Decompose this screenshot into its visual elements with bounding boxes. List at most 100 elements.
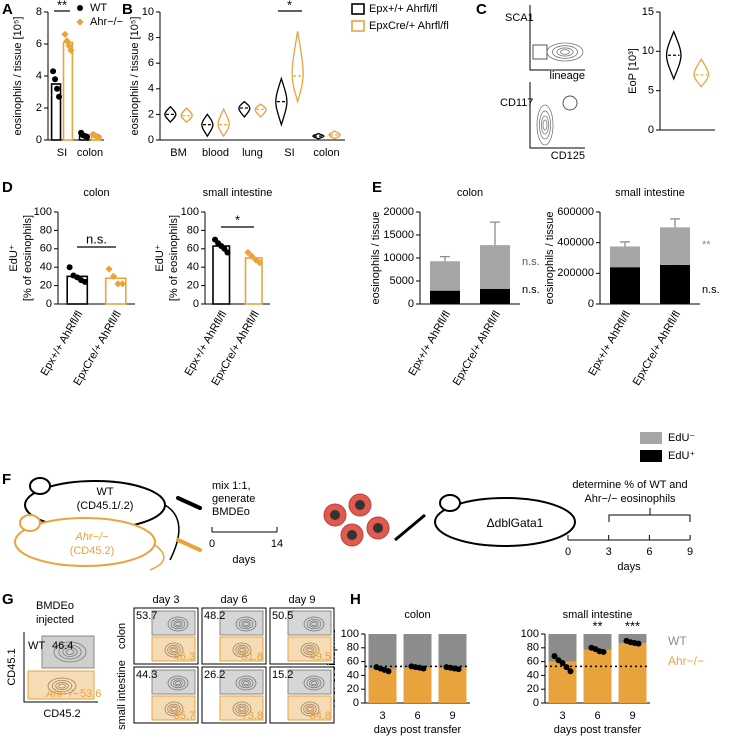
flow-axis-label: CD45.1 [6,648,18,685]
contour [311,621,317,627]
contour [169,705,179,713]
gate-value: 46.3 [174,651,195,663]
violin [328,130,341,140]
annotation: ** [592,618,602,633]
bone [176,538,202,552]
gate-value: 46.4 [52,640,73,652]
contour [303,644,317,656]
contour [300,701,320,717]
violin [693,57,710,88]
x-tick-label: BM [170,147,187,159]
bar-segment [430,290,460,304]
mouse [434,497,576,547]
data-point [56,93,63,100]
chart-title: colon [457,187,483,199]
timeline-tick-label: 9 [687,546,693,558]
contour [305,646,315,654]
contour [305,705,315,713]
x-tick-label: Epx+/+ AhRfl/fl [586,309,633,378]
x-tick-label: lung [242,147,263,159]
contour [303,703,317,715]
bar-segment [610,246,640,268]
x-tick-label: 3 [379,710,385,722]
contour [58,644,82,660]
contour [243,680,249,686]
y-tick-label: 100 [34,206,52,218]
y-tick-label: 600000 [557,206,594,218]
y-tick-label: 20 [187,280,199,292]
y-tick-label: 0 [588,298,594,310]
contour [175,621,181,627]
annotation: * [287,0,292,12]
y-tick-label: 0 [36,134,42,146]
x-tick-label: colon [77,147,103,159]
chart-title: colon [83,187,109,199]
bar-segment [548,661,577,703]
gate [532,44,548,60]
contour [51,680,73,693]
contour [241,679,251,687]
contour [171,647,177,653]
legend-label: EdU⁺ [668,450,695,462]
contour [560,49,570,55]
data-point [77,5,83,11]
contour [306,618,322,630]
gate-wt [41,635,95,669]
contour [309,679,319,687]
contour [170,618,186,630]
gate-value: 15.2 [272,669,293,681]
y-tick-label: 60 [187,243,199,255]
data-point [567,668,574,675]
data-point [600,648,607,655]
contour [311,680,317,686]
y-tick-label: 60 [527,656,539,668]
flow-axes [23,632,98,703]
bar [244,257,263,305]
x-tick-label: colon [313,147,339,159]
contour [65,649,75,655]
data-point [50,68,57,75]
contour [170,677,186,689]
y-tick-label: 10000 [383,252,414,264]
panel-letter: F [2,471,11,488]
mouse-ear [439,494,461,512]
contour [307,647,313,653]
contour [552,45,579,59]
x-tick-label: 3 [559,710,565,722]
y-tick-label: 15000 [383,229,414,241]
y-tick-label: 5000 [390,275,414,287]
data-point [65,42,73,50]
contour [173,679,183,687]
legend-label: EdU⁻ [668,432,695,444]
violin [254,103,267,118]
contour [58,683,66,689]
chart-title: small intestine [615,187,685,199]
flow-axis-label: SCA1 [505,12,534,24]
y-tick-label: 40 [187,261,199,273]
violin [312,132,325,140]
data-point [54,85,61,92]
x-tick-label: Epx+/+ AhRfl/fl [406,309,453,378]
gate-value: 26.2 [204,669,225,681]
violin [238,100,251,118]
contour [239,647,245,653]
data-point [67,46,75,54]
panel-letter: B [122,1,133,18]
recipient-label: ΔdblGata1 [487,516,544,530]
y-axis-label: eosinophils / tissue [10⁵] [12,17,24,136]
violin [275,76,288,127]
flow-axis-label: CD45.2 [43,708,80,720]
panel-letter: G [2,591,14,608]
panel-letter: H [350,591,361,608]
annotation: n.s. [86,231,107,246]
x-tick-label: EpxCre/+ AhRfl/fl [451,309,503,388]
y-tick-label: 20000 [383,206,414,218]
timeline-tick-label: 3 [606,546,612,558]
y-tick-label: 100 [341,628,359,640]
x-tick-label: 9 [449,710,455,722]
y-tick-label: 8 [36,6,42,18]
bar-segment [660,227,690,265]
